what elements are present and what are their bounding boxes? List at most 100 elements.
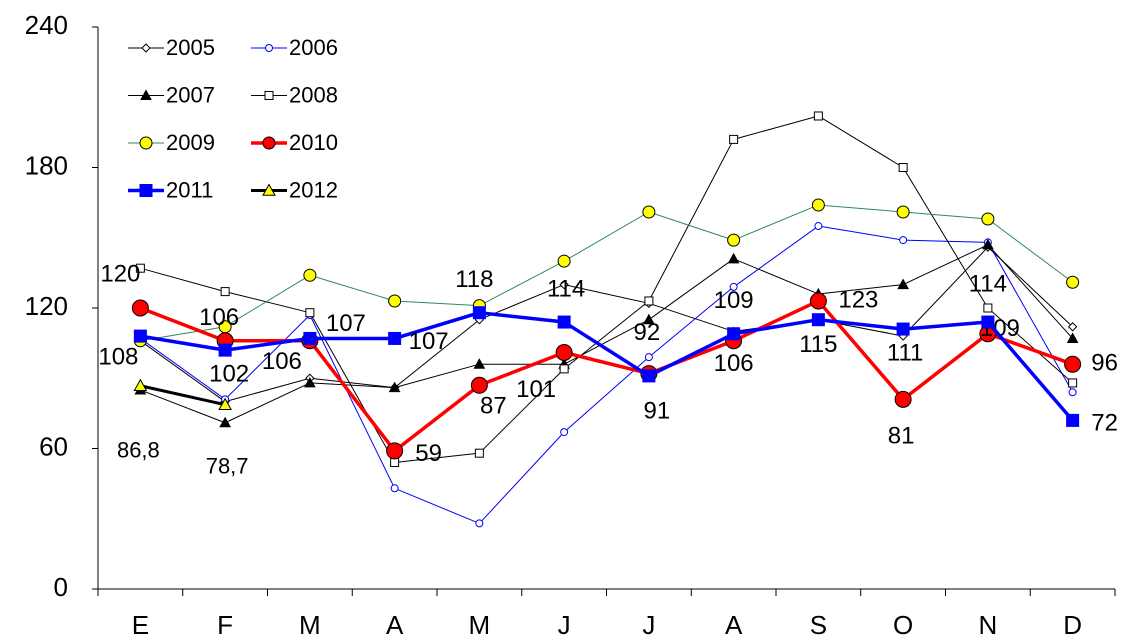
marker: [557, 254, 571, 268]
data-label: 106: [199, 304, 239, 331]
marker: [139, 136, 153, 150]
marker: [897, 278, 909, 290]
marker: [1067, 322, 1078, 332]
x-tick-label: A: [386, 610, 404, 640]
data-label: 107: [409, 328, 449, 355]
x-tick-label: E: [132, 610, 149, 640]
marker: [265, 44, 273, 52]
marker: [643, 313, 655, 325]
marker: [474, 448, 484, 458]
series: [134, 238, 1079, 428]
data-label: 101: [516, 376, 556, 403]
marker: [727, 233, 741, 247]
marker: [388, 331, 402, 345]
marker: [982, 238, 994, 250]
marker: [305, 308, 315, 318]
legend-label: 2006: [289, 35, 338, 60]
marker: [140, 89, 152, 100]
marker: [304, 376, 316, 388]
data-label: 123: [838, 286, 878, 313]
series-line: [140, 225, 1074, 524]
series: [135, 242, 1078, 407]
data-label: 107: [326, 310, 366, 337]
legend-label: 2010: [289, 130, 338, 155]
legend-label: 2012: [289, 177, 338, 202]
legend-item: 2009: [128, 130, 215, 155]
data-label: 106: [262, 348, 302, 375]
legend-item: 2011: [128, 177, 213, 202]
data-label: 81: [888, 423, 915, 450]
x-tick-label: J: [642, 610, 655, 640]
marker: [390, 458, 400, 468]
marker: [220, 287, 230, 297]
marker: [898, 163, 908, 172]
marker: [386, 442, 404, 460]
series-line: [140, 244, 1074, 424]
data-label: 118: [455, 266, 493, 293]
marker: [899, 236, 908, 245]
legend-label: 2005: [166, 35, 215, 60]
marker: [388, 294, 402, 308]
legend-label: 2007: [166, 82, 215, 107]
y-tick-label: 240: [25, 10, 68, 40]
marker: [131, 299, 149, 317]
marker: [809, 292, 827, 310]
data-label: 96: [1091, 350, 1118, 377]
marker: [141, 43, 151, 53]
data-label: 120: [100, 260, 140, 287]
x-tick-label: O: [893, 610, 913, 640]
marker: [133, 329, 147, 343]
marker: [557, 315, 571, 329]
series: [135, 111, 1078, 468]
marker: [1068, 378, 1078, 388]
x-tick-label: D: [1063, 610, 1082, 640]
legend-item: 2007: [128, 82, 215, 107]
marker: [135, 263, 145, 273]
data-label: 114: [547, 275, 585, 302]
series: 86,8 78,7: [117, 378, 249, 479]
marker: [473, 358, 486, 369]
marker: [644, 353, 653, 362]
marker: [642, 205, 656, 219]
marker: [1066, 413, 1080, 427]
marker: [981, 315, 995, 329]
marker: [727, 327, 741, 341]
series: [133, 198, 1080, 348]
data-label: 102: [209, 360, 249, 387]
x-tick-label: M: [469, 610, 491, 640]
x-tick-label: S: [810, 610, 827, 640]
data-label: 115: [799, 331, 837, 358]
series-line: [140, 204, 1073, 342]
data-label: 109: [714, 287, 754, 314]
series: 120 106 106 59 87 101 92 106 123 81 109 96: [100, 260, 1118, 467]
marker: [642, 369, 656, 383]
marker: [472, 306, 486, 320]
y-tick-label: 180: [25, 150, 68, 180]
x-tick-label: M: [299, 610, 321, 640]
data-label: 87: [480, 393, 507, 420]
marker: [555, 343, 573, 361]
marker: [470, 376, 488, 394]
series-line: [140, 115, 1073, 464]
marker: [559, 364, 569, 374]
marker: [139, 184, 153, 197]
x-tick-label: N: [978, 610, 997, 640]
data-label: 111: [887, 339, 923, 366]
marker: [811, 313, 825, 327]
marker: [813, 111, 823, 121]
marker: [644, 296, 654, 306]
legend-label: 2008: [289, 82, 338, 107]
legend-item: 2005: [128, 35, 215, 60]
legend-label: 2009: [166, 130, 215, 155]
marker: [983, 303, 993, 313]
marker: [559, 279, 569, 290]
legend-item: 2012: [251, 177, 338, 202]
x-tick-label: A: [725, 610, 743, 640]
marker: [896, 205, 910, 219]
y-tick-label: 60: [39, 431, 68, 461]
data-label: 86,8: [117, 438, 160, 463]
marker: [811, 198, 825, 212]
legend-label: 2011: [166, 177, 213, 202]
legend-item: 2008: [251, 82, 338, 107]
